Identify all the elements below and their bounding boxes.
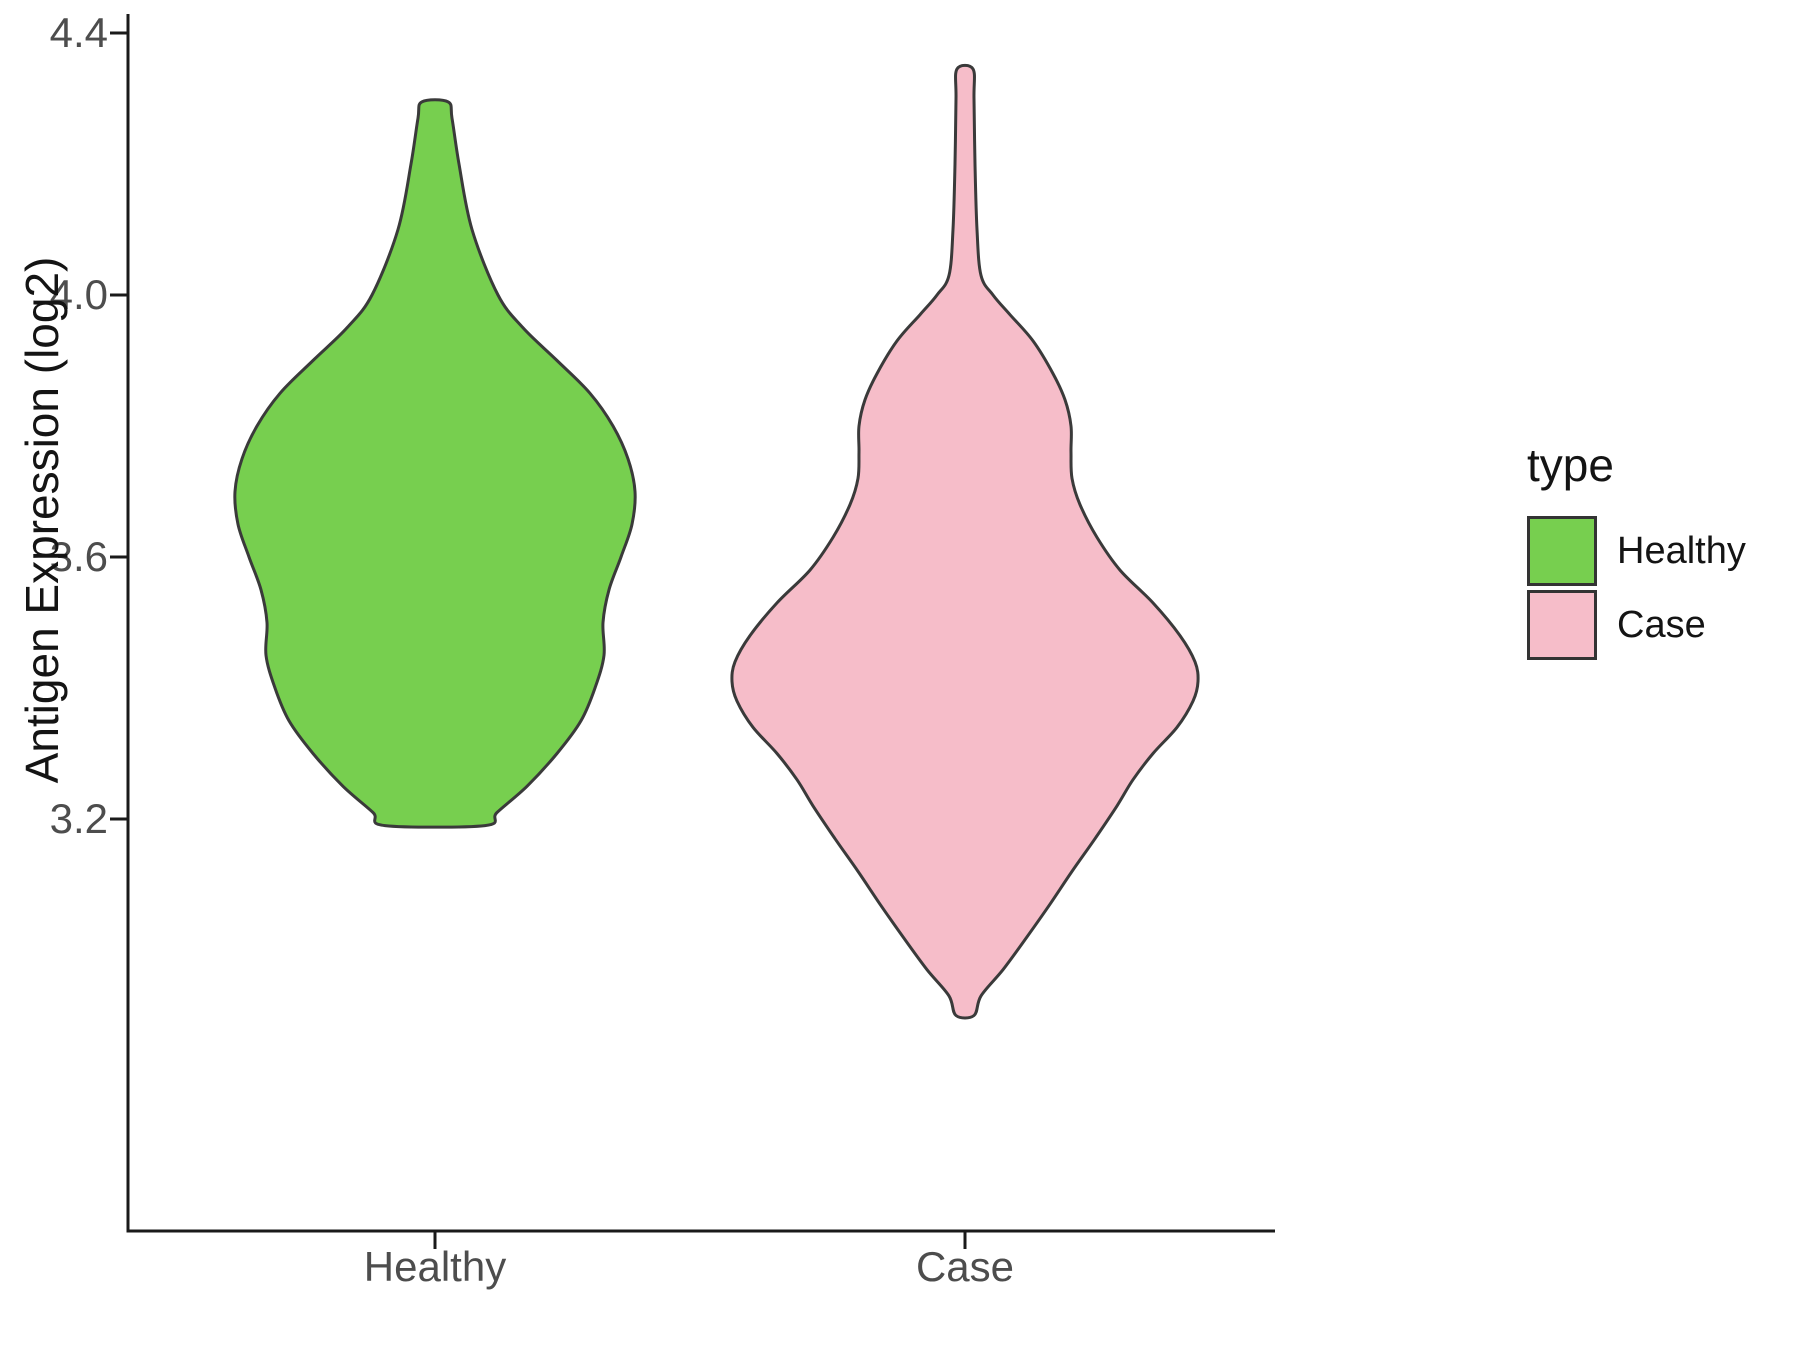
x-category-label-healthy: Healthy	[363, 1243, 507, 1290]
violin-case	[730, 63, 1200, 1020]
y-axis-title: Antigen Expression (log2)	[16, 256, 68, 784]
y-tick-label-3-6: 3.6	[49, 533, 108, 580]
legend: type Healthy Case	[1527, 438, 1746, 662]
legend-title: type	[1527, 439, 1614, 491]
y-tick-label-4-4: 4.4	[49, 9, 108, 56]
legend-label-case: Case	[1617, 603, 1706, 646]
legend-entry-healthy: Healthy	[1527, 514, 1746, 588]
y-tick-label-4-0: 4.0	[49, 271, 108, 318]
legend-entry-case: Case	[1527, 588, 1746, 662]
legend-swatch-healthy	[1527, 516, 1597, 586]
violin-healthy	[233, 98, 637, 829]
legend-label-healthy: Healthy	[1617, 529, 1746, 572]
axis-lines	[126, 14, 1275, 1233]
legend-swatch-case	[1527, 590, 1597, 660]
x-category-label-case: Case	[915, 1243, 1015, 1290]
y-tick-label-3-2: 3.2	[49, 795, 108, 842]
